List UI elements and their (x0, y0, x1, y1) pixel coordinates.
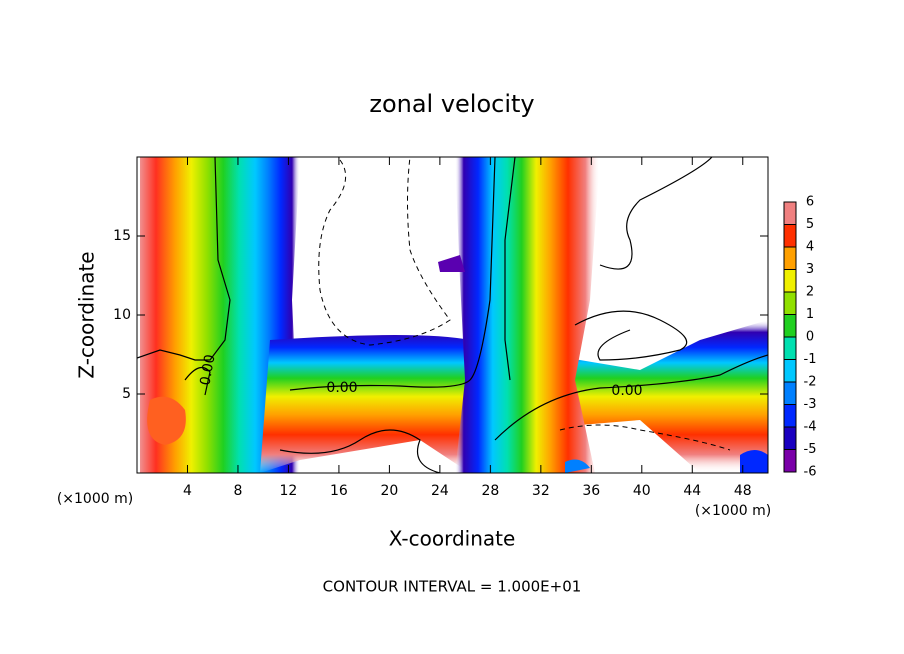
contour-label: 0.00 (326, 380, 357, 396)
colorbar-label: 4 (806, 240, 814, 255)
x-tick-label: 4 (183, 483, 192, 499)
colorbar-band (784, 404, 796, 427)
x-tick-label: 24 (431, 483, 449, 499)
x-tick-label: 28 (481, 483, 499, 499)
contour-field (137, 157, 768, 473)
y-tick-label: 5 (122, 386, 131, 402)
field-region (565, 459, 590, 473)
y-tick-label: 10 (113, 307, 131, 323)
colorbar-band (784, 292, 796, 315)
field-region (147, 396, 186, 445)
colorbar-band (784, 314, 796, 337)
x-tick-label: 20 (380, 483, 398, 499)
contour-label: 0.00 (611, 383, 642, 399)
colorbar-label: -2 (804, 375, 817, 390)
field-region (438, 255, 465, 272)
colorbar-label: -6 (804, 465, 817, 480)
colorbar-label: 3 (806, 262, 814, 277)
x-tick-label: 40 (633, 483, 651, 499)
contour-lines (137, 157, 768, 473)
x-tick-label: 36 (582, 483, 600, 499)
footer-note: CONTOUR INTERVAL = 1.000E+01 (323, 578, 582, 596)
x-unit: (×1000 m) (695, 503, 771, 519)
x-tick-label: 32 (532, 483, 550, 499)
chart-title: zonal velocity (369, 90, 534, 118)
colorbar-label: -4 (804, 420, 817, 435)
y-tick-label: 15 (113, 228, 131, 244)
colorbar-band (784, 427, 796, 450)
colorbar-band (784, 382, 796, 405)
colorbar-band (784, 247, 796, 270)
colorbar-band (784, 449, 796, 472)
colorbar-label: 1 (806, 307, 814, 322)
contour-lines-negative (318, 157, 731, 451)
colorbar-label: 2 (806, 285, 814, 300)
x-tick-label: 12 (280, 483, 298, 499)
colorbar-label: 0 (806, 330, 814, 345)
colorbar-band (784, 224, 796, 247)
colorbar-band (784, 202, 796, 225)
field-region (140, 157, 300, 473)
x-unit: (×1000 m) (57, 491, 133, 507)
x-axis-label: X-coordinate (389, 527, 516, 551)
colorbar-label: -5 (804, 442, 817, 457)
y-axis-label: Z-coordinate (75, 251, 99, 378)
colorbar-label: -3 (804, 397, 817, 412)
colorbar-label: 6 (806, 195, 814, 210)
colorbar-band (784, 337, 796, 360)
colorbar-band (784, 269, 796, 292)
colorbar-label: 5 (806, 217, 814, 232)
x-tick-label: 16 (330, 483, 348, 499)
contour-label: 0.00 (197, 353, 218, 386)
x-tick-label: 8 (233, 483, 242, 499)
x-tick-label: 44 (683, 483, 701, 499)
field-region (455, 157, 600, 473)
colorbar-label: -1 (804, 352, 817, 367)
field-region (740, 450, 768, 473)
x-tick-label: 48 (734, 483, 752, 499)
colorbar-band (784, 359, 796, 382)
